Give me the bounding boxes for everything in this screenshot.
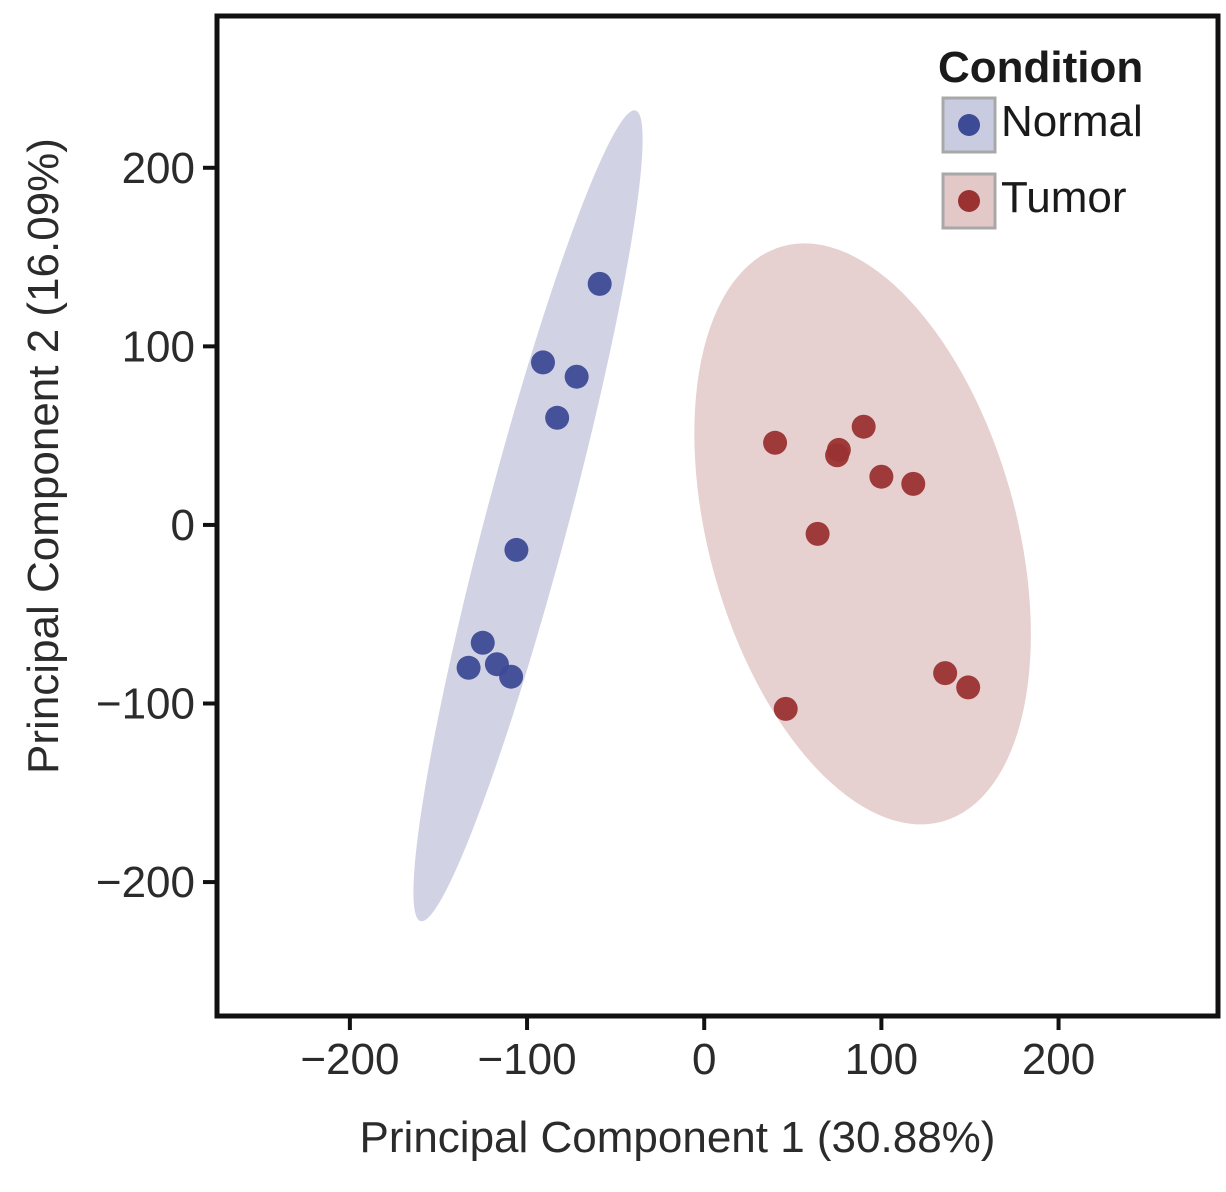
y-axis-title: Principal Component 2 (16.09%) bbox=[19, 138, 68, 774]
point-tumor bbox=[901, 471, 926, 496]
y-axis-ticks: −200 −100 0 100 200 bbox=[96, 144, 217, 907]
legend-item-normal: Normal bbox=[941, 96, 1143, 154]
legend-item-tumor: Tumor bbox=[941, 172, 1127, 230]
point-normal bbox=[456, 655, 481, 680]
legend-label: Tumor bbox=[1001, 173, 1127, 222]
point-tumor bbox=[851, 414, 876, 439]
legend-title: Condition bbox=[938, 43, 1143, 92]
x-tick-label: −200 bbox=[300, 1035, 399, 1084]
point-normal bbox=[470, 630, 495, 655]
x-axis-title: Principal Component 1 (30.88%) bbox=[360, 1113, 996, 1162]
legend: Condition Normal Tumor bbox=[938, 43, 1143, 230]
legend-items: Normal Tumor bbox=[941, 96, 1143, 230]
point-tumor bbox=[869, 464, 894, 489]
legend-key bbox=[941, 96, 997, 154]
legend-marker bbox=[958, 114, 980, 136]
data-points bbox=[456, 271, 981, 721]
y-tick-label: −200 bbox=[96, 858, 195, 907]
x-tick-label: −100 bbox=[477, 1035, 576, 1084]
point-tumor bbox=[773, 696, 798, 721]
point-normal bbox=[545, 405, 570, 430]
x-tick-label: 100 bbox=[845, 1035, 918, 1084]
point-normal bbox=[564, 364, 589, 389]
point-normal bbox=[530, 350, 555, 375]
legend-label: Normal bbox=[1001, 97, 1143, 146]
y-tick-label: −100 bbox=[96, 680, 195, 729]
point-tumor bbox=[763, 430, 788, 455]
y-tick-label: 200 bbox=[122, 144, 195, 193]
y-tick-label: 100 bbox=[122, 322, 195, 371]
ellipse-normal bbox=[413, 110, 643, 922]
x-tick-label: 200 bbox=[1022, 1035, 1095, 1084]
point-tumor bbox=[933, 661, 958, 686]
point-tumor bbox=[805, 521, 830, 546]
y-tick-label: 0 bbox=[171, 501, 195, 550]
plot-frame bbox=[214, 13, 1221, 1019]
point-normal bbox=[499, 664, 524, 689]
point-tumor bbox=[956, 675, 981, 700]
x-tick-label: 0 bbox=[692, 1035, 716, 1084]
point-tumor bbox=[825, 443, 850, 468]
x-axis-ticks: −200 −100 0 100 200 bbox=[300, 1016, 1095, 1084]
legend-marker bbox=[958, 190, 980, 212]
point-normal bbox=[504, 537, 529, 562]
point-normal bbox=[587, 271, 612, 296]
